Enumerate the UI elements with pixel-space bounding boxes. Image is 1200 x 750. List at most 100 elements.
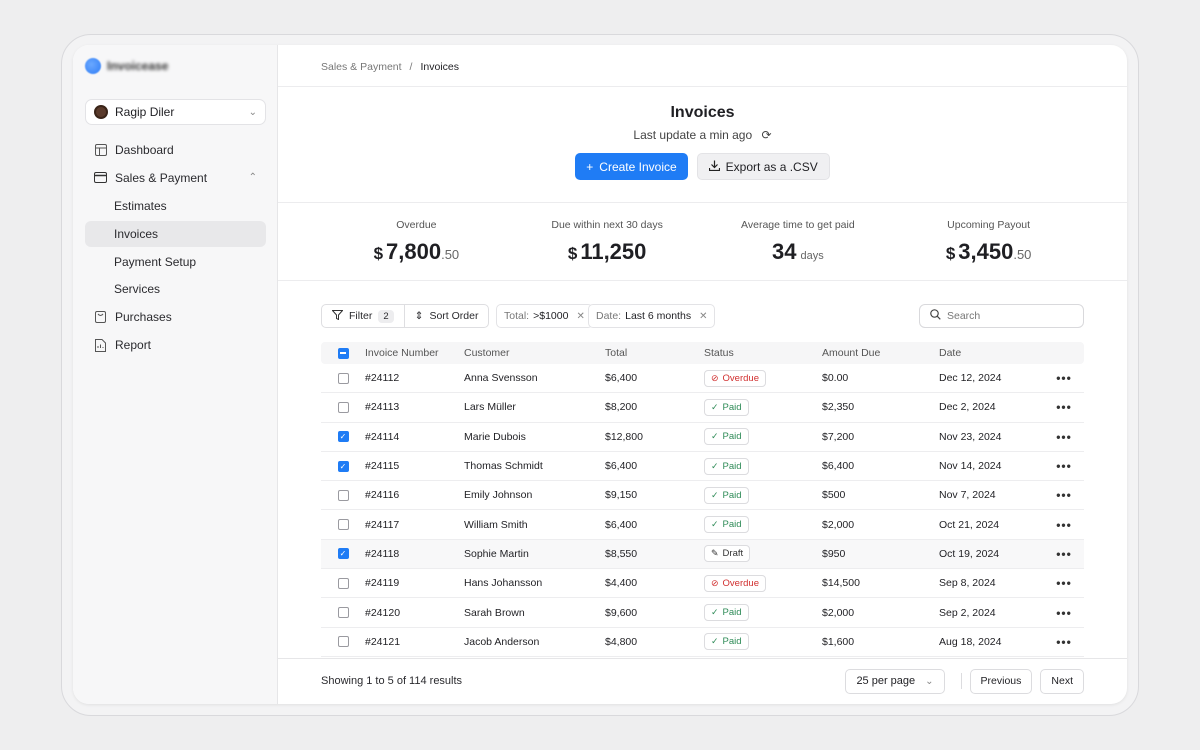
sidebar-item-label: Payment Setup (114, 254, 197, 269)
amount-due: $2,000 (822, 518, 855, 531)
column-header[interactable]: Amount Due (822, 347, 881, 359)
column-header[interactable]: Date (939, 347, 962, 359)
table-row[interactable]: #24121 Jacob Anderson $4,800 ✓ Paid $1,600 Aug… (321, 628, 1084, 657)
sidebar-item-estimates[interactable]: Estimates (85, 193, 266, 219)
refresh-icon[interactable]: ⟳ (761, 128, 772, 142)
invoices-table: Invoice Number Customer Total Status Amo… (321, 342, 1084, 657)
column-header[interactable]: Invoice Number (365, 347, 439, 359)
row-checkbox[interactable]: ✓ (337, 548, 349, 560)
check-icon: ✓ (711, 489, 719, 500)
table-row[interactable]: ✓ #24118 Sophie Martin $8,550 ✎ Draft $950 Oct … (321, 539, 1084, 570)
row-checkbox[interactable]: ✓ (337, 431, 349, 443)
row-checkbox[interactable] (337, 636, 349, 648)
sort-order-button[interactable]: ⇕ Sort Order (403, 305, 489, 327)
sidebar-item-payment-setup[interactable]: Payment Setup (85, 249, 266, 275)
more-actions-icon[interactable]: ••• (1056, 546, 1072, 561)
table-row[interactable]: #24112 Anna Svensson $6,400 ⊘ Overdue $0.00 De… (321, 364, 1084, 394)
row-checkbox[interactable]: ✓ (337, 460, 349, 472)
table-row[interactable]: #24113 Lars Müller $8,200 ✓ Paid $2,350 Dec 2,… (321, 393, 1084, 423)
invoice-date: Nov 23, 2024 (939, 430, 1002, 443)
last-update-text: Last update a min ago (633, 128, 753, 142)
column-header[interactable]: Status (704, 347, 734, 359)
invoice-number: #24112 (365, 372, 400, 385)
credit-card-icon (94, 171, 107, 184)
amount-due: $7,200 (822, 430, 855, 443)
breadcrumb-current: Invoices (420, 61, 459, 73)
row-checkbox[interactable] (337, 489, 349, 501)
sidebar-item-sales-payment[interactable]: Sales & Payment ⌃ (85, 165, 266, 191)
column-header[interactable]: Total (605, 347, 628, 359)
status-label: Paid (722, 607, 742, 619)
more-actions-icon[interactable]: ••• (1056, 517, 1072, 532)
breadcrumb-parent[interactable]: Sales & Payment (321, 61, 402, 73)
user-name: Ragip Diler (115, 105, 175, 119)
invoice-total: $4,400 (605, 577, 638, 590)
invoice-total: $6,400 (605, 460, 638, 473)
row-checkbox[interactable] (337, 607, 349, 619)
amount-due: $1,600 (822, 635, 855, 648)
more-actions-icon[interactable]: ••• (1056, 488, 1072, 503)
more-actions-icon[interactable]: ••• (1056, 400, 1072, 415)
avatar (94, 105, 108, 119)
stat-due-30-days: Due within next 30 days $11,250 (512, 219, 703, 265)
filter-chip-total[interactable]: Total: >$1000 ✕ (496, 304, 593, 328)
filter-chip-date[interactable]: Date: Last 6 months ✕ (588, 304, 716, 328)
row-checkbox[interactable] (337, 401, 349, 413)
stat-overdue: Overdue $7,800.50 (321, 219, 512, 265)
row-checkbox[interactable] (337, 372, 349, 384)
table-row[interactable]: #24119 Hans Johansson $4,400 ⊘ Overdue $14,50… (321, 569, 1084, 599)
status-label: Paid (722, 460, 742, 472)
more-actions-icon[interactable]: ••• (1056, 634, 1072, 649)
next-button[interactable]: Next (1040, 668, 1084, 694)
table-row[interactable]: #24120 Sarah Brown $9,600 ✓ Paid $2,000 Sep 2,… (321, 598, 1084, 628)
invoice-total: $4,800 (605, 635, 638, 648)
table-row[interactable]: #24117 William Smith $6,400 ✓ Paid $2,000 Oct … (321, 510, 1084, 540)
column-header[interactable]: Customer (464, 347, 510, 359)
previous-button[interactable]: Previous (969, 668, 1033, 694)
status-badge: ✓ Paid (704, 516, 749, 534)
invoice-date: Nov 7, 2024 (939, 489, 996, 502)
status-badge: ✓ Paid (704, 398, 749, 416)
invoice-date: Sep 2, 2024 (939, 606, 996, 619)
invoice-date: Sep 8, 2024 (939, 577, 996, 590)
filter-button[interactable]: Filter 2 (322, 305, 404, 327)
create-invoice-button[interactable]: + Create Invoice (575, 153, 688, 180)
sidebar-item-label: Services (114, 282, 161, 297)
more-actions-icon[interactable]: ••• (1056, 429, 1072, 444)
row-checkbox[interactable] (337, 519, 349, 531)
invoice-total: $6,400 (605, 518, 638, 531)
more-actions-icon[interactable]: ••• (1056, 371, 1072, 386)
per-page-select[interactable]: 25 per page ⌄ (845, 668, 945, 694)
page-title: Invoices (670, 104, 735, 121)
close-icon[interactable]: ✕ (699, 310, 708, 322)
more-actions-icon[interactable]: ••• (1056, 605, 1072, 620)
stat-unit: days (800, 250, 824, 262)
status-badge: ✓ Paid (704, 486, 749, 504)
more-actions-icon[interactable]: ••• (1056, 459, 1072, 474)
table-row[interactable]: ✓ #24115 Thomas Schmidt $6,400 ✓ Paid $6,400 No… (321, 452, 1084, 482)
filter-label: Filter (349, 310, 373, 322)
close-icon[interactable]: ✕ (576, 310, 585, 322)
table-row[interactable]: #24116 Emily Johnson $9,150 ✓ Paid $500 Nov 7,… (321, 481, 1084, 511)
row-checkbox[interactable] (337, 577, 349, 589)
select-all-checkbox[interactable] (337, 347, 349, 359)
main-content: Sales & Payment / Invoices Invoices Last… (278, 45, 1127, 704)
divider (278, 280, 1127, 281)
alert-circle-icon: ⊘ (711, 372, 719, 383)
table-row[interactable]: ✓ #24114 Marie Dubois $12,800 ✓ Paid $7,200 Nov… (321, 423, 1084, 452)
more-actions-icon[interactable]: ••• (1056, 576, 1072, 591)
search-input[interactable]: Search (919, 304, 1084, 328)
export-csv-button[interactable]: Export as a .CSV (696, 153, 830, 180)
alert-circle-icon: ⊘ (711, 577, 719, 588)
status-badge: ✓ Paid (704, 457, 749, 475)
header-actions: + Create Invoice Export as a .CSV (278, 153, 1127, 180)
status-badge: ✓ Paid (704, 428, 749, 446)
sidebar-item-services[interactable]: Services (85, 276, 266, 302)
brand[interactable]: Invoicease (85, 58, 168, 74)
user-switcher[interactable]: Ragip Diler ⌄ (85, 99, 266, 125)
sidebar-item-purchases[interactable]: Purchases (85, 304, 266, 330)
sidebar-item-dashboard[interactable]: Dashboard (85, 137, 266, 163)
last-update: Last update a min ago ⟳ (278, 128, 1127, 142)
sidebar-item-report[interactable]: Report (85, 332, 266, 358)
sidebar-item-invoices[interactable]: Invoices (85, 220, 266, 247)
